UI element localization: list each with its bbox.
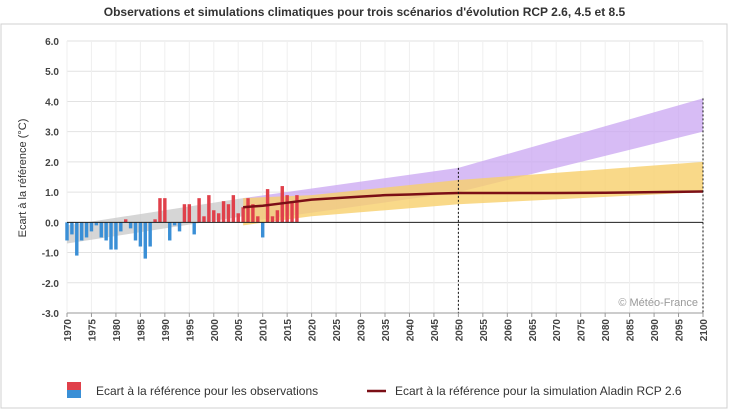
observation-bar — [290, 201, 294, 223]
observation-bar — [251, 204, 255, 223]
x-tick-label: 2020 — [308, 319, 319, 342]
x-tick-label: 2005 — [234, 319, 245, 342]
legend-obs-swatch-negative — [67, 390, 81, 398]
observation-bar — [177, 222, 182, 232]
observation-bar — [79, 222, 84, 241]
observation-bar — [241, 207, 245, 223]
axis-layer: -3.0 -2.0 -1.0 0.0 1.0 2.0 3.0 4.0 5.0 6.0 1970 197… — [42, 37, 710, 341]
observation-bar — [138, 222, 143, 247]
observation-bar — [221, 201, 226, 223]
y-tick-label: 4.0 — [45, 97, 59, 108]
x-tick-label: 1970 — [63, 319, 74, 342]
chart-title: Observations et simulations climatiques … — [103, 5, 626, 19]
observation-bar — [295, 195, 299, 223]
y-tick-label: -3.0 — [42, 309, 60, 320]
observation-bar — [202, 216, 206, 223]
x-tick-label: 2095 — [675, 319, 686, 342]
observation-bar — [148, 222, 152, 247]
observation-bar — [153, 219, 157, 223]
y-tick-label: 3.0 — [45, 128, 59, 139]
y-tick-label: 6.0 — [45, 37, 59, 48]
x-tick-label: 2085 — [626, 319, 637, 342]
y-axis-label: Ecart à la référence (°C) — [17, 119, 29, 238]
bar-layer — [65, 186, 299, 259]
line-layer — [67, 98, 704, 313]
x-tick-label: 2075 — [577, 319, 588, 342]
observation-bar — [104, 222, 108, 241]
observation-bar — [119, 222, 123, 232]
observation-bar — [236, 213, 240, 223]
x-tick-label: 2070 — [552, 319, 563, 342]
observation-bar — [285, 195, 289, 223]
x-tick-label: 2025 — [332, 319, 343, 342]
legend-obs-swatch-positive — [67, 382, 81, 390]
x-tick-label: 1995 — [185, 319, 196, 342]
observation-bar — [89, 222, 94, 232]
observation-bar — [231, 195, 236, 223]
observation-bar — [270, 216, 275, 223]
watermark: © Météo-France — [618, 297, 698, 309]
x-tick-label: 2050 — [454, 319, 465, 342]
observation-bar — [216, 213, 221, 223]
observation-bar — [187, 204, 192, 223]
x-tick-label: 1980 — [112, 319, 123, 342]
observation-bar — [133, 222, 138, 241]
legend: Ecart à la référence pour les observatio… — [67, 382, 682, 398]
observation-bar — [260, 222, 265, 238]
x-tick-label: 2015 — [283, 319, 294, 342]
y-tick-label: -2.0 — [42, 279, 60, 290]
x-tick-label: 2040 — [405, 319, 416, 342]
observation-bar — [168, 222, 172, 241]
observation-bar — [84, 222, 89, 238]
observation-bar — [65, 222, 69, 241]
x-tick-label: 2060 — [503, 319, 514, 342]
x-tick-label: 2035 — [381, 319, 392, 342]
observation-bar — [246, 198, 250, 223]
observation-bar — [275, 210, 280, 223]
observation-bar — [143, 222, 147, 259]
observation-bar — [70, 222, 74, 235]
x-tick-label: 1990 — [161, 319, 172, 342]
observation-bar — [182, 204, 187, 223]
x-tick-label: 2030 — [357, 319, 368, 342]
observation-bar — [256, 216, 260, 223]
observation-bar — [114, 222, 118, 250]
x-tick-label: 2055 — [479, 319, 490, 342]
observation-bar — [158, 198, 162, 223]
observation-bar — [123, 219, 128, 223]
y-tick-label: 5.0 — [45, 67, 59, 78]
observation-bar — [226, 204, 231, 223]
x-tick-label: 2100 — [699, 319, 710, 342]
observation-bar — [109, 222, 113, 250]
x-tick-label: 1985 — [136, 319, 147, 342]
observation-bar — [99, 222, 103, 238]
observation-bar — [172, 222, 177, 226]
x-tick-label: 1975 — [87, 319, 98, 342]
observation-bar — [212, 210, 216, 223]
y-tick-label: 1.0 — [45, 188, 59, 199]
x-tick-label: 2045 — [430, 319, 441, 342]
x-tick-label: 2010 — [259, 319, 270, 342]
legend-simulation-label: Ecart à la référence pour la simulation … — [395, 384, 682, 398]
observation-bar — [163, 198, 167, 223]
y-tick-label: 0.0 — [45, 218, 59, 229]
observation-bar — [197, 198, 201, 223]
x-tick-label: 2090 — [650, 319, 661, 342]
observation-bar — [192, 222, 196, 235]
x-tick-label: 2080 — [601, 319, 612, 342]
y-tick-label: -1.0 — [42, 249, 60, 260]
x-tick-label: 2065 — [528, 319, 539, 342]
simulation-line — [243, 190, 704, 209]
x-tick-label: 2000 — [210, 319, 221, 342]
observation-bar — [128, 222, 133, 229]
observation-bar — [207, 195, 211, 223]
observation-bar — [75, 222, 79, 256]
chart-border — [0, 23, 728, 409]
observation-bar — [94, 222, 99, 226]
legend-observations-label: Ecart à la référence pour les observatio… — [96, 384, 318, 398]
y-tick-label: 2.0 — [45, 158, 59, 169]
